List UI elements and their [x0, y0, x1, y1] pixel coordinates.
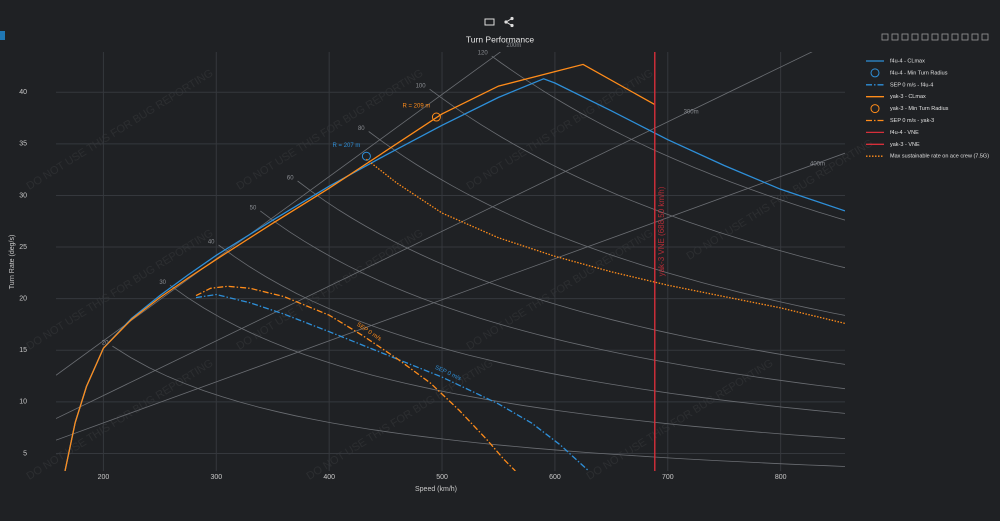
icon-share[interactable]: [504, 16, 514, 28]
y-tick-label: 25: [19, 244, 27, 251]
watermark: DO NOT USE THIS FOR BUG REPORTING: [235, 67, 426, 192]
modebar-button[interactable]: [951, 33, 959, 41]
min-radius-marker: [431, 112, 441, 122]
series-line: [366, 158, 845, 325]
series-line: [64, 63, 656, 471]
radius-guide: [56, 52, 502, 376]
modebar-button[interactable]: [911, 33, 919, 41]
legend-label[interactable]: yak-3 - CLmax: [890, 94, 926, 100]
legend-label[interactable]: Max sustainable rate on ace crew (7.5G): [890, 154, 989, 160]
load-guide-label: 80: [358, 126, 365, 132]
load-guide-label: 20: [102, 341, 109, 347]
legend-label[interactable]: yak-3 - VNE: [890, 142, 920, 148]
min-radius-marker: [361, 151, 371, 161]
watermarks: DO NOT USE THIS FOR BUG REPORTING DO NOT …: [25, 67, 876, 482]
y-tick-label: 20: [19, 295, 27, 302]
load-guide-label: 50: [250, 206, 257, 212]
watermark: DO NOT USE THIS FOR BUG REPORTING: [25, 357, 216, 482]
load-guide: [260, 210, 845, 390]
watermark: DO NOT USE THIS FOR BUG REPORTING: [25, 227, 216, 352]
overlay: 200 300 400 500 600 700 800 5 10 15 20 25 30 35 40 200m…: [19, 43, 825, 481]
y-axis-label: Turn Rate (deg/s): [9, 235, 16, 290]
legend-label[interactable]: yak-3 - Min Turn Radius: [890, 106, 949, 112]
legend-symbol[interactable]: [870, 104, 880, 114]
load-guide: [112, 345, 845, 467]
x-tick-label: 400: [323, 474, 335, 481]
top-icons: [484, 16, 514, 28]
x-axis-label: Speed (km/h): [415, 486, 457, 493]
x-tick-label: 300: [210, 474, 222, 481]
y-tick-label: 10: [19, 399, 27, 406]
radius-guide-label: 400m: [810, 161, 825, 167]
legend-label[interactable]: f4u-4 - CLmax: [890, 58, 925, 64]
legend-symbol[interactable]: [870, 68, 880, 78]
radius-guide: [56, 52, 813, 419]
x-tick-label: 600: [549, 474, 561, 481]
watermark: DO NOT USE THIS FOR BUG REPORTING: [585, 357, 776, 482]
y-tick-label: 5: [23, 450, 27, 457]
modebar-button[interactable]: [941, 33, 949, 41]
legend-label[interactable]: f4u-4 - Min Turn Radius: [890, 70, 948, 76]
load-guide: [169, 284, 845, 439]
legend: f4u-4 - CLmax f4u-4 - Min Turn Radius SEP …: [866, 58, 989, 160]
plot-area: [56, 52, 845, 471]
side-tab[interactable]: [0, 31, 5, 40]
load-guide-label: 120: [478, 51, 489, 57]
y-tick-label: 15: [19, 347, 27, 354]
modebar-button[interactable]: [891, 33, 899, 41]
x-tick-label: 200: [98, 474, 110, 481]
legend-label[interactable]: SEP 0 m/s - yak-3: [890, 118, 934, 124]
load-guide-label: 60: [287, 176, 294, 182]
series-line: [64, 78, 845, 471]
load-guide: [491, 55, 845, 221]
modebar-button[interactable]: [881, 33, 889, 41]
vne-label: yak-3 VNE (688.50 km/h): [657, 186, 666, 276]
load-guide: [429, 88, 845, 269]
modebar-button[interactable]: [971, 33, 979, 41]
chart-title: Turn Performance: [466, 34, 534, 44]
radius-guide-label: 300m: [684, 110, 699, 116]
y-tick-label: 35: [19, 141, 27, 148]
watermark: DO NOT USE THIS FOR BUG REPORTING: [25, 67, 216, 192]
load-guide-label: 30: [159, 280, 166, 286]
watermark: DO NOT USE THIS FOR BUG REPORTING: [305, 357, 496, 482]
modebar-button[interactable]: [981, 33, 989, 41]
load-guide-label: 100: [416, 84, 427, 90]
modebar-button[interactable]: [931, 33, 939, 41]
load-guide: [368, 131, 845, 316]
min-radius-label: R = 209 m: [403, 104, 431, 110]
load-guide-label: 40: [208, 240, 215, 246]
radius-guide-label: 200m: [506, 43, 521, 49]
x-tick-label: 800: [775, 474, 787, 481]
modebar: [881, 33, 989, 41]
y-tick-label: 30: [19, 192, 27, 199]
legend-label[interactable]: SEP 0 m/s - f4u-4: [890, 82, 933, 88]
series-line: [195, 285, 516, 471]
x-tick-label: 500: [436, 474, 448, 481]
modebar-button[interactable]: [921, 33, 929, 41]
x-tick-label: 700: [662, 474, 674, 481]
series-line: [195, 293, 590, 471]
modebar-button[interactable]: [961, 33, 969, 41]
watermark: DO NOT USE THIS FOR BUG REPORTING: [465, 227, 656, 352]
icon-keyboard[interactable]: [484, 18, 495, 26]
load-guide: [218, 244, 845, 414]
radius-guide: [56, 152, 845, 441]
modebar-button[interactable]: [901, 33, 909, 41]
min-radius-label: R = 207 m: [333, 143, 361, 149]
y-tick-label: 40: [19, 89, 27, 96]
load-guide: [297, 180, 845, 365]
legend-label[interactable]: f4u-4 - VNE: [890, 130, 919, 136]
